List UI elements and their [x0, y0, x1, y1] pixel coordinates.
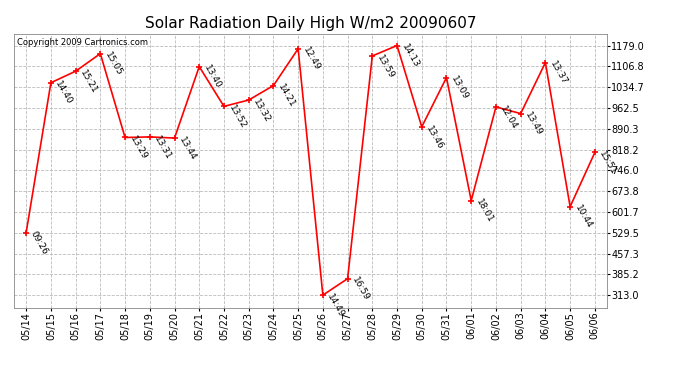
Text: 09:26: 09:26	[29, 230, 50, 256]
Title: Solar Radiation Daily High W/m2 20090607: Solar Radiation Daily High W/m2 20090607	[145, 16, 476, 31]
Text: 13:29: 13:29	[128, 135, 148, 162]
Text: 15:21: 15:21	[79, 68, 99, 95]
Text: 13:37: 13:37	[548, 60, 569, 87]
Text: 12:49: 12:49	[301, 46, 322, 73]
Text: 13:46: 13:46	[424, 124, 445, 151]
Text: 15:05: 15:05	[103, 51, 124, 78]
Text: 15:51: 15:51	[598, 150, 618, 177]
Text: 13:31: 13:31	[152, 134, 173, 161]
Text: Copyright 2009 Cartronics.com: Copyright 2009 Cartronics.com	[17, 38, 148, 47]
Text: 13:52: 13:52	[227, 104, 248, 130]
Text: 13:32: 13:32	[251, 97, 272, 124]
Text: 13:49: 13:49	[524, 111, 544, 138]
Text: 13:44: 13:44	[177, 135, 198, 162]
Text: 13:40: 13:40	[202, 64, 223, 91]
Text: 14:49: 14:49	[326, 292, 346, 319]
Text: 14:21: 14:21	[276, 83, 297, 110]
Text: 13:09: 13:09	[449, 75, 470, 102]
Text: 16:59: 16:59	[351, 276, 371, 303]
Text: 14:40: 14:40	[54, 80, 75, 106]
Text: 14:13: 14:13	[400, 43, 420, 70]
Text: 13:59: 13:59	[375, 53, 396, 80]
Text: 10:44: 10:44	[573, 204, 593, 231]
Text: 12:04: 12:04	[499, 104, 520, 131]
Text: 18:01: 18:01	[474, 198, 495, 225]
